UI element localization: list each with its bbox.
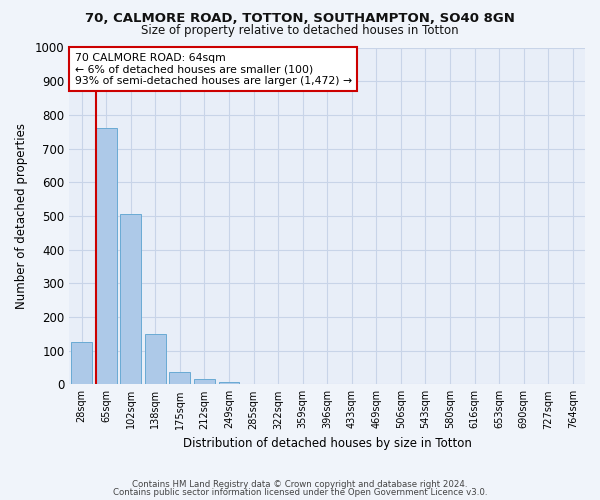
X-axis label: Distribution of detached houses by size in Totton: Distribution of detached houses by size … <box>183 437 472 450</box>
Text: 70, CALMORE ROAD, TOTTON, SOUTHAMPTON, SO40 8GN: 70, CALMORE ROAD, TOTTON, SOUTHAMPTON, S… <box>85 12 515 26</box>
Bar <box>169 372 190 384</box>
Bar <box>121 214 141 384</box>
Bar <box>96 128 116 384</box>
Bar <box>194 380 215 384</box>
Text: Size of property relative to detached houses in Totton: Size of property relative to detached ho… <box>141 24 459 37</box>
Text: 70 CALMORE ROAD: 64sqm
← 6% of detached houses are smaller (100)
93% of semi-det: 70 CALMORE ROAD: 64sqm ← 6% of detached … <box>74 52 352 86</box>
Y-axis label: Number of detached properties: Number of detached properties <box>15 123 28 309</box>
Bar <box>71 342 92 384</box>
Text: Contains HM Land Registry data © Crown copyright and database right 2024.: Contains HM Land Registry data © Crown c… <box>132 480 468 489</box>
Bar <box>145 334 166 384</box>
Bar <box>218 382 239 384</box>
Text: Contains public sector information licensed under the Open Government Licence v3: Contains public sector information licen… <box>113 488 487 497</box>
